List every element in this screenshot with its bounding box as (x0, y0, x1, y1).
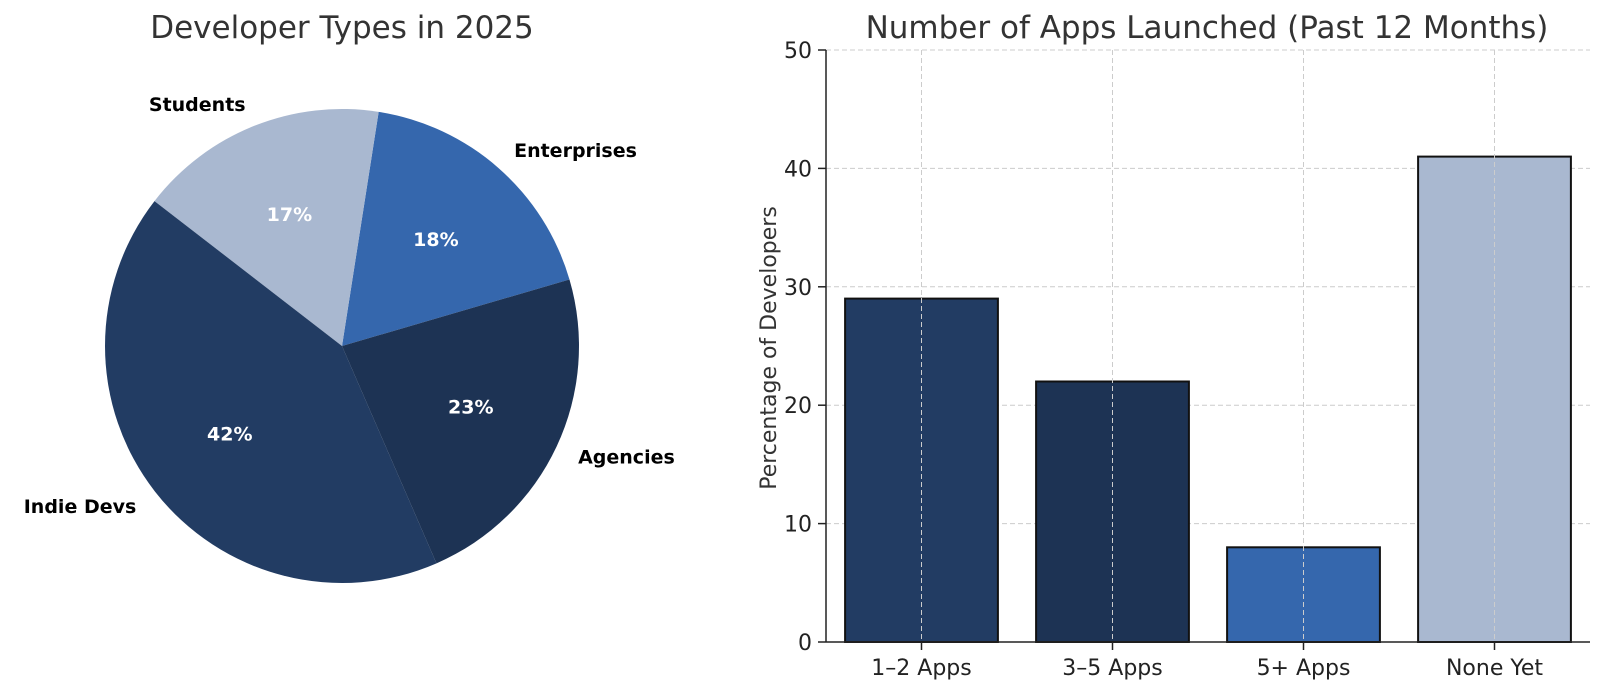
bar-y-tick-label-20: 20 (784, 394, 812, 419)
pie-category-label-students: Students (149, 94, 246, 116)
bar-axes (825, 50, 1590, 643)
bar-x-tick-labels: 1–2 Apps 3–5 Apps 5+ Apps None Yet (871, 656, 1543, 681)
bar-chart: Number of Apps Launched (Past 12 Months)… (757, 10, 1590, 681)
pie-slice-indie-devs (105, 201, 437, 583)
bar-x-tick-label-5-apps: 5+ Apps (1257, 656, 1351, 681)
bar-x-tick-label-3-5-apps: 3–5 Apps (1062, 656, 1162, 681)
pie-category-label-enterprises: Enterprises (514, 140, 637, 162)
bar-y-axis-label: Percentage of Developers (757, 206, 782, 490)
bar-chart-title: Number of Apps Launched (Past 12 Months) (866, 10, 1549, 46)
pie-value-label-indie-devs: 42% (207, 423, 252, 445)
bar-x-tick-label-none-yet: None Yet (1446, 656, 1543, 681)
bar-vertical-gridlines (920, 50, 1496, 650)
bar-y-tick-labels: 0 10 20 30 40 50 (784, 39, 812, 656)
pie-labels: 18% Enterprises 17% Students 42% Indie Devs 23… (24, 94, 675, 518)
pie-slice-students (154, 108, 379, 346)
pie-category-label-indie-devs: Indie Devs (24, 496, 137, 518)
pie-value-label-agencies: 23% (448, 396, 493, 418)
bar-x-tick-label-1-2-apps: 1–2 Apps (871, 656, 971, 681)
bar-y-tick-label-30: 30 (784, 276, 812, 301)
pie-slices (105, 108, 579, 583)
pie-value-label-students: 17% (267, 204, 312, 226)
pie-chart: Developer Types in 2025 18% Enterprises 17… (24, 10, 675, 583)
bar-series (844, 155, 1572, 643)
pie-slice-agencies (342, 279, 579, 564)
pie-value-label-enterprises: 18% (413, 229, 458, 251)
bar-y-tick-label-40: 40 (784, 157, 812, 182)
bar-y-tick-label-0: 0 (798, 631, 812, 656)
pie-slice-enterprises (342, 111, 570, 346)
bar-y-tick-label-50: 50 (784, 39, 812, 64)
pie-chart-title: Developer Types in 2025 (150, 10, 534, 46)
pie-category-label-agencies: Agencies (578, 447, 675, 469)
bar-y-tick-label-10: 10 (784, 513, 812, 538)
